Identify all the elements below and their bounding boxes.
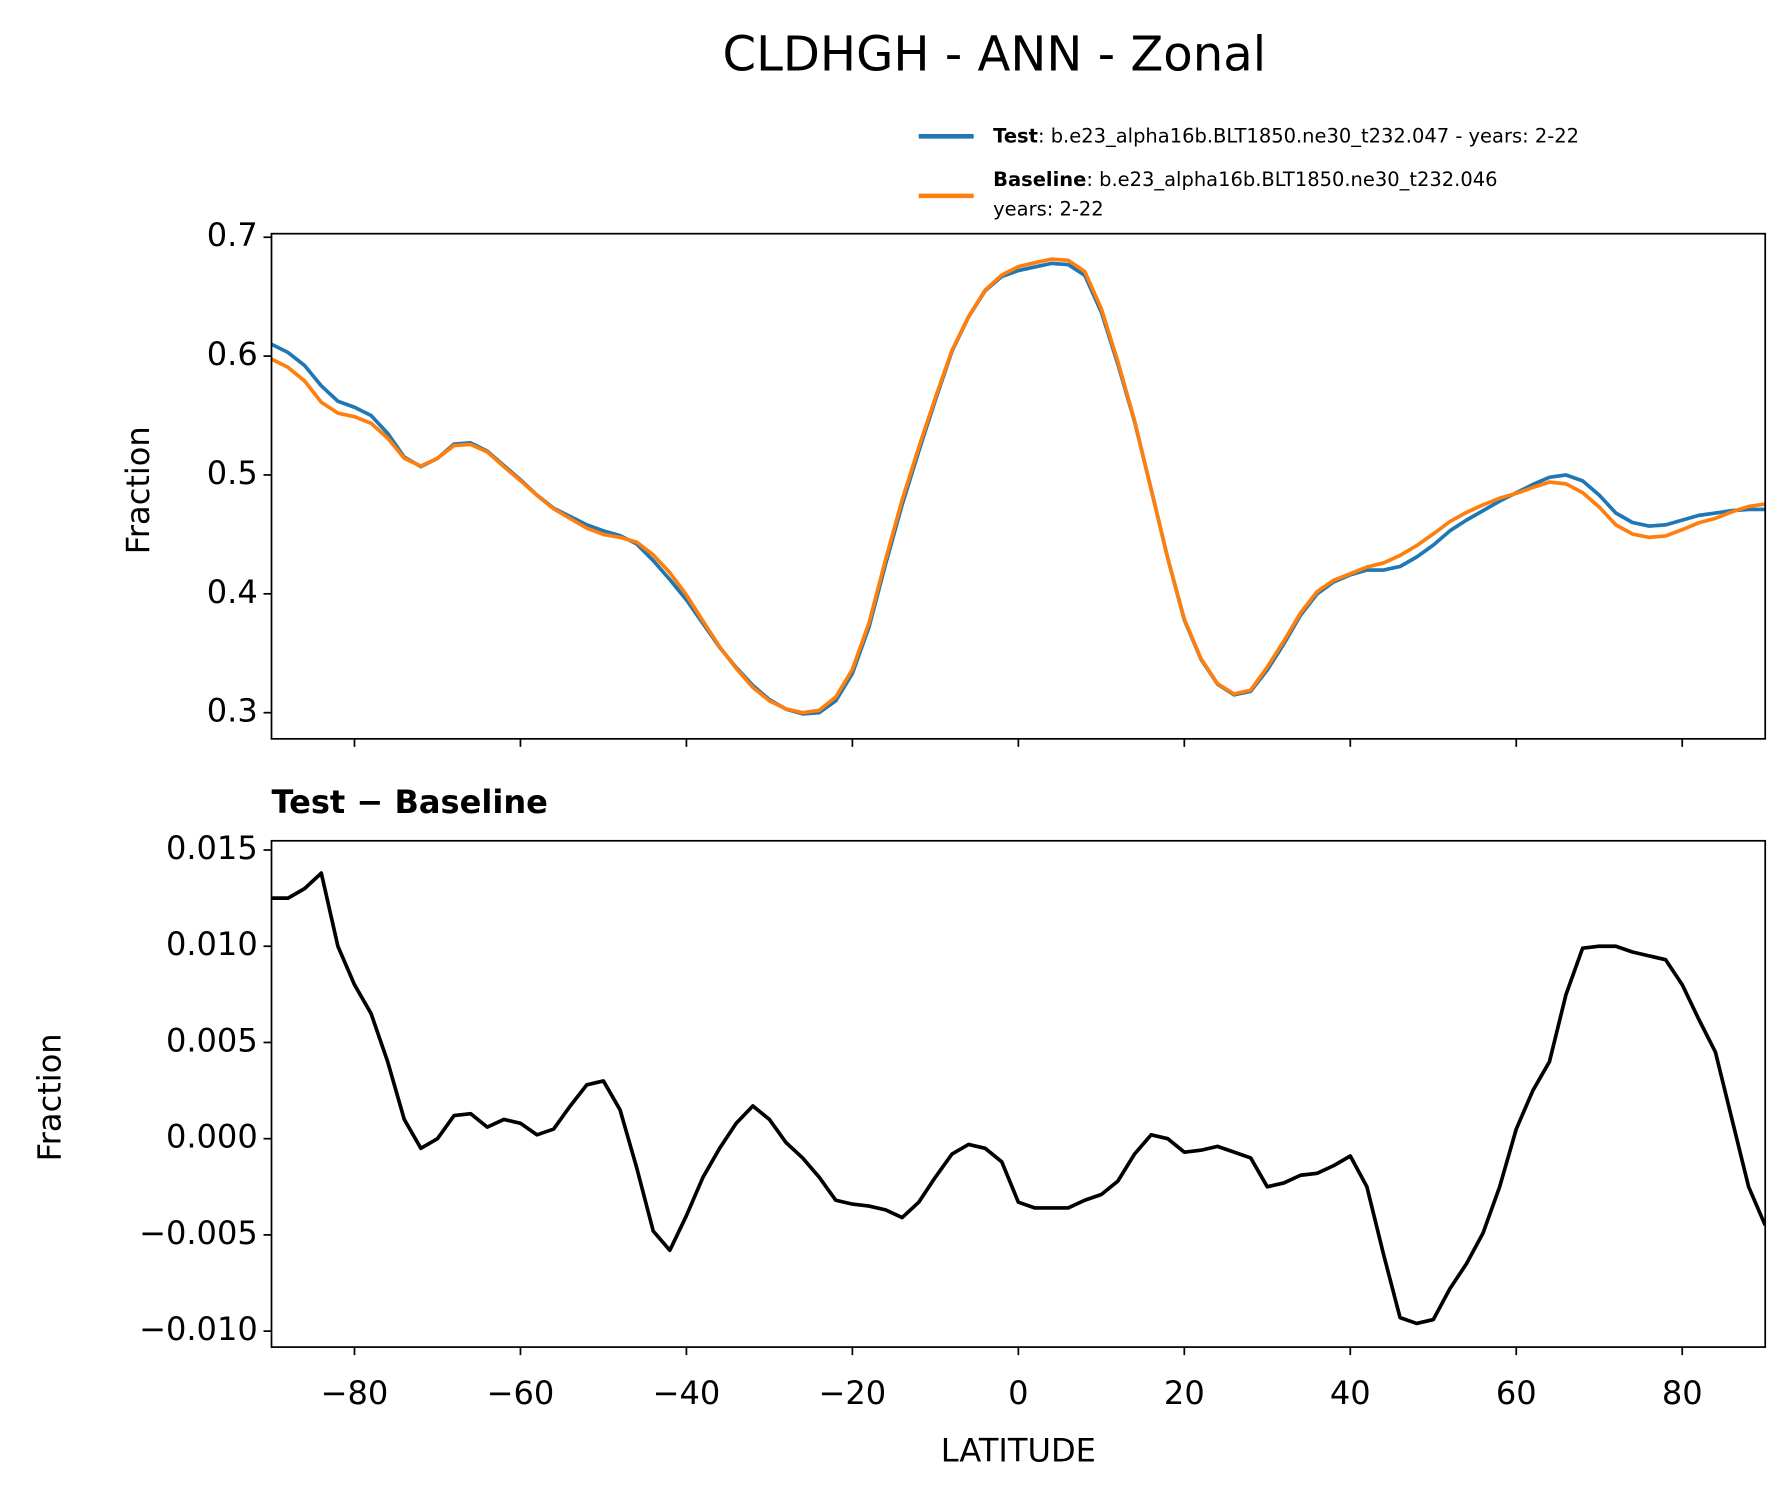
plot-area (271, 871, 1766, 1326)
legend-detail: : b.e23_alpha16b.BLT1850.ne30_t232.047 -… (1038, 124, 1579, 147)
y-tick-label: 0.005 (166, 1021, 258, 1059)
y-tick-label: 0.7 (207, 216, 258, 254)
legend-detail: : b.e23_alpha16b.BLT1850.ne30_t232.046 (1086, 167, 1497, 190)
legend-text: years: 2-22 (993, 197, 1104, 220)
data-line (271, 261, 1766, 716)
plot-area (271, 257, 1766, 716)
y-tick-label: 0.000 (166, 1118, 258, 1156)
x-axis-label: LATITUDE (941, 1431, 1096, 1469)
x-tick-label: −60 (487, 1374, 555, 1412)
y-tick-label: 0.4 (207, 573, 258, 611)
x-tick-label: 0 (1008, 1374, 1028, 1412)
panel-title: Test − Baseline (272, 783, 548, 821)
y-tick-label: 0.3 (207, 692, 258, 730)
y-tick-label: −0.005 (139, 1214, 258, 1252)
x-tick-label: −20 (819, 1374, 887, 1412)
data-line (271, 257, 1766, 715)
x-tick-label: 20 (1164, 1374, 1205, 1412)
legend-detail: years: 2-22 (993, 197, 1104, 220)
x-tick-label: 40 (1330, 1374, 1371, 1412)
legend-text: Baseline: b.e23_alpha16b.BLT1850.ne30_t2… (993, 167, 1497, 190)
y-tick-label: −0.010 (139, 1310, 258, 1348)
x-tick-label: −80 (321, 1374, 389, 1412)
y-tick-label: 0.015 (166, 829, 258, 867)
y-tick-label: 0.6 (207, 335, 258, 373)
x-tick-label: −40 (653, 1374, 721, 1412)
data-line (271, 871, 1766, 1326)
x-tick-label: 60 (1496, 1374, 1537, 1412)
x-tick-label: 80 (1662, 1374, 1703, 1412)
y-tick-label: 0.010 (166, 925, 258, 963)
axes-frame (270, 232, 1767, 740)
legend-name: Test (993, 124, 1038, 147)
legend-text: Test: b.e23_alpha16b.BLT1850.ne30_t232.0… (993, 124, 1579, 147)
legend-name: Baseline (993, 167, 1086, 190)
chart-title: CLDHGH - ANN - Zonal (723, 26, 1267, 82)
axes-frame (270, 839, 1767, 1348)
y-tick-label: 0.5 (207, 454, 258, 492)
y-axis-label: Fraction (31, 1033, 69, 1161)
y-axis-label: Fraction (119, 426, 157, 554)
